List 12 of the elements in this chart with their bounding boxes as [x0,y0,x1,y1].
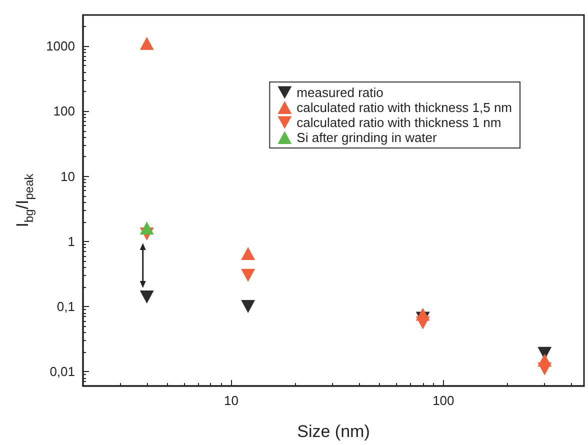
y-tick-label: 100 [53,104,75,119]
y-tick-label: 0,1 [56,298,75,314]
x-axis-title: Size (nm) [297,422,370,441]
legend-label: calculated ratio with thickness 1 nm [296,115,502,130]
y-tick-label: 10 [60,168,75,184]
y-tick-label: 1000 [46,38,75,54]
y-tick-label: 1 [68,234,75,249]
legend-label: calculated ratio with thickness 1,5 nm [296,100,512,115]
y-axis-title: Ibg/Ipeak [13,172,36,228]
y-tick-label: 0,01 [50,364,75,380]
legend-label: Si after grinding in water [296,130,438,145]
legend-label: measured ratio [296,85,384,100]
